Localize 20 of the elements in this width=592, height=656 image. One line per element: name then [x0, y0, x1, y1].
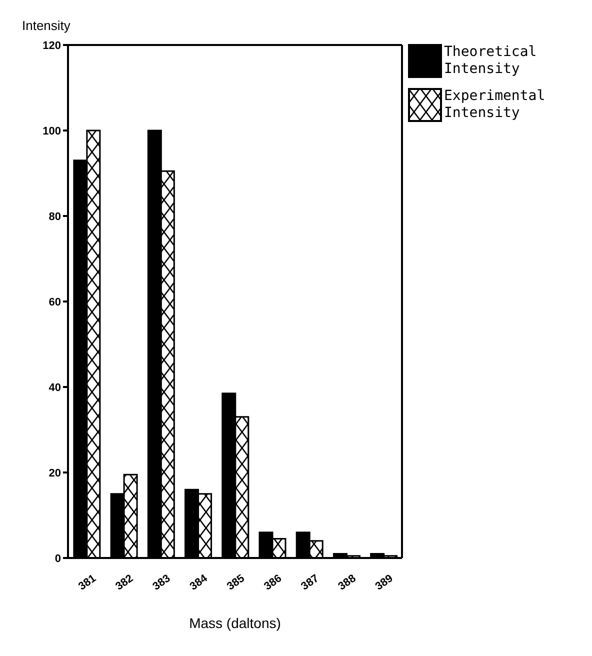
x-axis-title: Mass (daltons) [189, 615, 281, 631]
y-tick-label: 100 [42, 125, 61, 138]
legend-label: Experimental Intensity [444, 88, 546, 122]
y-tick-label: 20 [48, 467, 61, 480]
x-tick-label: 383 [150, 572, 173, 593]
y-tick-label: 40 [48, 382, 61, 394]
y-tick-label: 0 [54, 552, 61, 565]
y-axis-title: Intensity [22, 18, 70, 33]
x-tick-label: 386 [262, 572, 284, 593]
y-tick-label: 120 [42, 40, 61, 52]
x-tick-label: 382 [114, 572, 136, 593]
legend-label: Theoretical Intensity [444, 44, 538, 78]
x-tick-label: 389 [373, 572, 396, 593]
x-tick-label: 385 [224, 572, 247, 593]
x-tick-label: 388 [336, 572, 358, 593]
x-tick-label: 384 [188, 572, 210, 593]
y-tick-label: 80 [48, 210, 61, 223]
x-tick-label: 387 [299, 572, 322, 593]
y-tick-label: 60 [48, 296, 61, 308]
x-tick-label: 381 [76, 572, 98, 593]
